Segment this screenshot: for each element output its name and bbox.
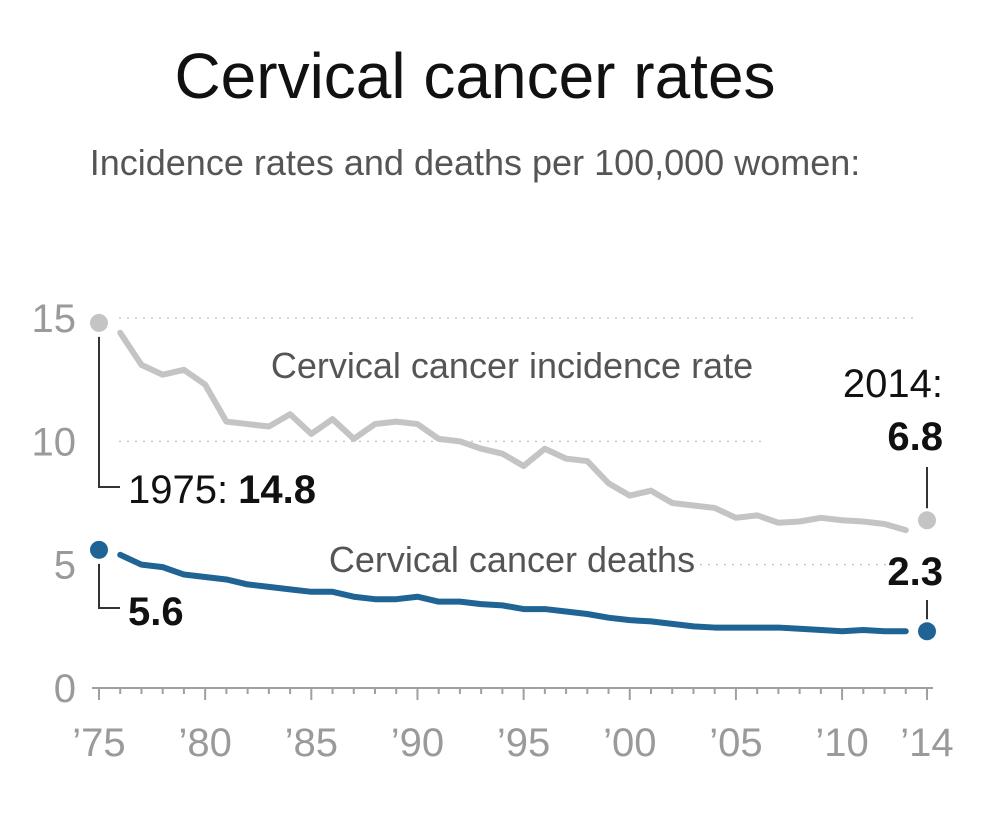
incidence-start-value: 14.8 — [238, 468, 316, 512]
incidence-end-value: 6.8 — [887, 415, 943, 459]
series-endpoints — [90, 313, 936, 641]
y-tick-label-15: 15 — [32, 297, 77, 341]
y-tick-label-5: 5 — [54, 544, 76, 588]
chart-title: Cervical cancer rates — [174, 40, 775, 112]
deaths-end-value: 2.3 — [887, 550, 943, 594]
incidence-end-year: 2014: — [843, 362, 943, 406]
x-tick-label-2005: ’05 — [709, 721, 762, 765]
incidence-series-line — [117, 329, 909, 534]
incidence-start-year: 1975: — [128, 468, 228, 512]
x-tick-label-2010: ’10 — [815, 721, 868, 765]
series-lines — [117, 329, 909, 635]
incidence-start-point — [90, 313, 108, 332]
y-tick-label-0: 0 — [54, 667, 76, 711]
incidence-start-leader — [98, 336, 120, 488]
axes — [92, 687, 933, 700]
deaths-start-value: 5.6 — [128, 590, 184, 634]
incidence-series-label: Cervical cancer incidence rate — [271, 345, 753, 386]
x-tick-labels: ’75 ’80 ’85 ’90 ’95 ’00 ’05 ’10 ’14 — [72, 721, 953, 765]
callout-leader-lines — [98, 336, 928, 620]
x-tick-label-1975: ’75 — [72, 721, 125, 765]
x-tick-label-1990: ’90 — [391, 721, 444, 765]
incidence-start-callout: 1975: 14.8 — [128, 468, 316, 512]
y-tick-label-10: 10 — [32, 420, 77, 464]
y-tick-labels: 0 5 10 15 — [32, 297, 77, 711]
x-tick-label-1980: ’80 — [178, 721, 231, 765]
chart-subtitle: Incidence rates and deaths per 100,000 w… — [90, 142, 861, 183]
x-tick-label-1995: ’95 — [497, 721, 550, 765]
deaths-start-leader — [98, 563, 120, 609]
deaths-series-line — [117, 551, 909, 635]
deaths-series-label: Cervical cancer deaths — [329, 539, 695, 580]
deaths-start-point — [90, 540, 108, 559]
x-tick-label-2000: ’00 — [603, 721, 656, 765]
deaths-end-point — [918, 622, 936, 641]
incidence-end-point — [918, 511, 936, 530]
gridlines — [119, 317, 919, 566]
x-tick-label-1985: ’85 — [285, 721, 338, 765]
x-tick-label-2014: ’14 — [900, 721, 953, 765]
